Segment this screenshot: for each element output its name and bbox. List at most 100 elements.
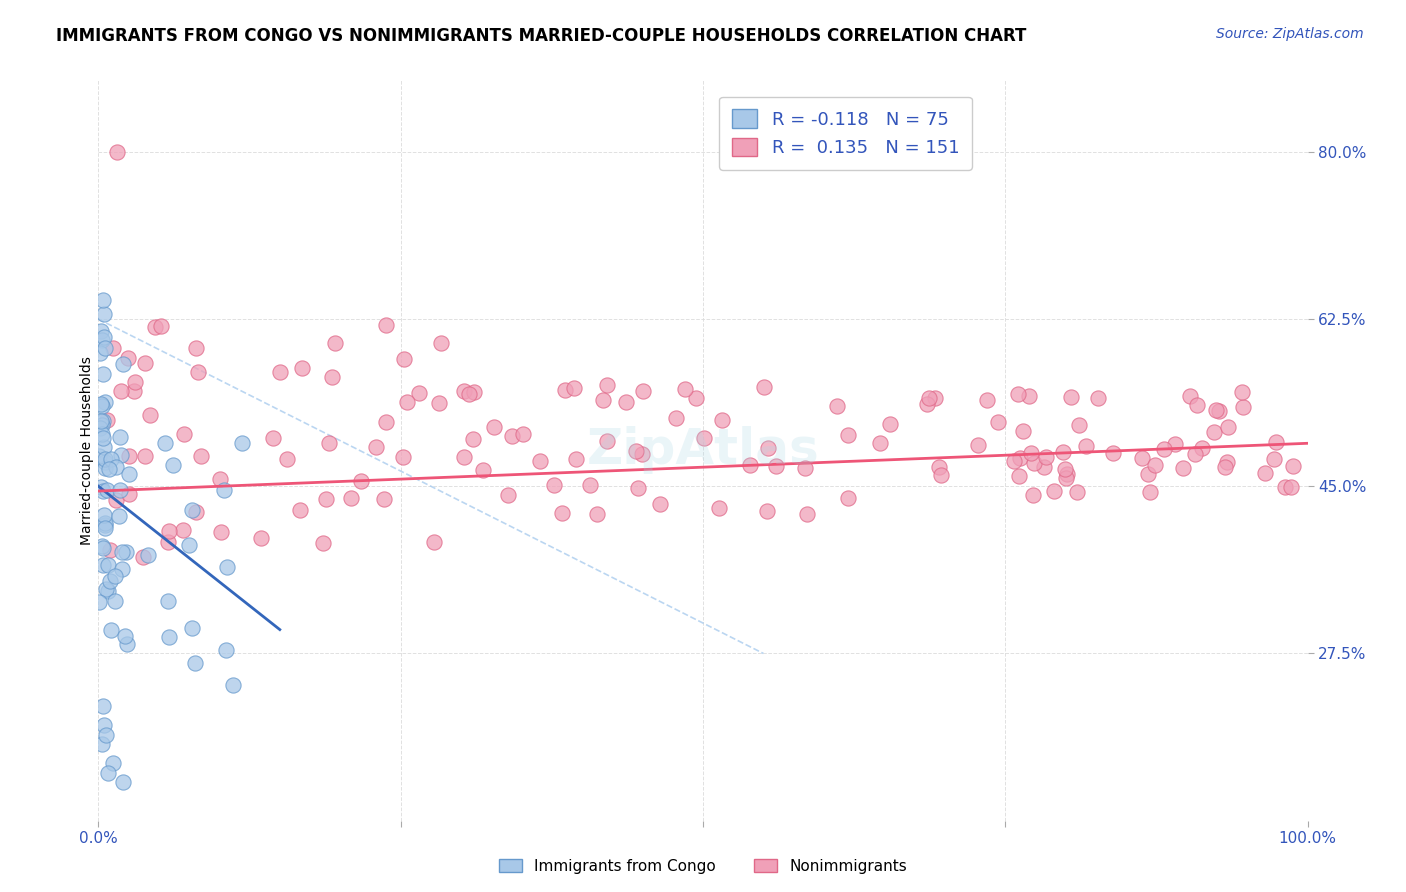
Point [90,480,112,494]
Point [97,558,120,573]
Point [93,341,115,355]
Point [453,450,475,465]
Point [924,392,946,406]
Point [1021,488,1043,502]
Point [1019,446,1042,460]
Point [98,462,121,476]
Point [740,458,762,472]
Point [118,449,141,463]
Point [177,538,200,552]
Point [1130,450,1153,465]
Point [626,443,648,458]
Point [1164,437,1187,451]
Point [91,698,114,713]
Point [501,429,523,443]
Point [90,397,112,411]
Point [673,382,696,396]
Point [150,319,173,334]
Point [103,341,125,355]
Point [1002,454,1025,468]
Point [1274,480,1296,494]
Point [631,447,654,461]
Point [1035,450,1057,464]
Point [1191,441,1213,455]
Point [315,491,337,506]
Point [1263,452,1285,467]
Point [143,320,166,334]
Point [323,335,346,350]
Point [1012,424,1035,438]
Point [93,718,115,732]
Point [91,417,114,432]
Point [208,473,231,487]
Point [114,629,136,643]
Point [1153,442,1175,457]
Point [111,357,134,371]
Point [1139,484,1161,499]
Legend: R = -0.118   N = 75, R =  0.135   N = 151: R = -0.118 N = 75, R = 0.135 N = 151 [720,96,972,169]
Point [1018,389,1040,403]
Point [765,459,787,474]
Point [665,411,688,425]
Point [1254,466,1277,480]
Point [187,364,209,378]
Point [631,384,654,398]
Point [98,574,121,589]
Point [162,458,184,472]
Point [96,483,118,497]
Point [1060,390,1083,404]
Point [1008,450,1031,465]
Point [394,352,416,367]
Point [90,539,112,553]
Point [94,728,117,742]
Point [93,521,115,535]
Point [111,775,134,789]
Point [94,516,117,531]
Point [1279,480,1302,494]
Point [967,438,990,452]
Point [110,448,132,462]
Point [869,435,891,450]
Point [94,455,117,469]
Point [104,569,127,583]
Point [1043,484,1066,499]
Point [350,475,373,489]
Point [756,441,779,455]
Point [374,318,396,332]
Point [837,428,859,442]
Point [1022,456,1045,470]
Point [181,503,204,517]
Point [172,523,194,537]
Point [108,483,131,498]
Point [94,394,117,409]
Point [429,335,451,350]
Point [90,399,112,413]
Point [91,414,114,428]
Point [458,387,481,401]
Point [1264,435,1286,450]
Point [1008,469,1031,483]
Point [1076,439,1098,453]
Point [111,562,134,576]
Point [134,449,156,463]
Point [564,452,586,467]
Point [181,621,204,635]
Point [340,491,363,505]
Point [93,508,115,522]
Point [529,453,551,467]
Point [423,535,446,549]
Point [616,394,638,409]
Point [91,368,114,382]
Point [94,461,117,475]
Point [184,504,207,518]
Point [375,415,398,429]
Point [94,451,117,466]
Point [1066,485,1088,500]
Point [427,396,450,410]
Point [408,385,430,400]
Point [1205,403,1227,417]
Point [364,440,387,454]
Point [132,550,155,565]
Point [976,393,998,408]
Point [124,376,146,390]
